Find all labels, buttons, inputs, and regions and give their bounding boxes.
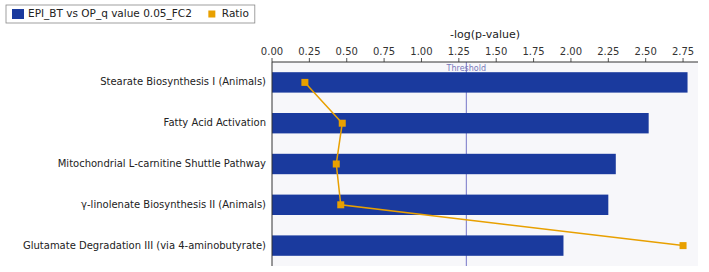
x-tick <box>384 58 385 62</box>
ratio-marker <box>680 242 687 249</box>
ratio-marker <box>333 161 340 168</box>
x-tick-label: 0.50 <box>336 46 358 57</box>
x-tick-label: 2.50 <box>635 46 657 57</box>
x-axis-line <box>272 62 698 63</box>
bar <box>272 195 608 215</box>
bar <box>272 154 616 174</box>
x-tick-label: 1.25 <box>448 46 470 57</box>
bar <box>272 235 563 255</box>
y-tick-label: Stearate Biosynthesis I (Animals) <box>100 76 266 87</box>
legend-swatch <box>12 9 24 19</box>
bar <box>272 113 649 133</box>
x-axis: 0.00 0.25 0.50 0.75 1.00 1.25 1.50 1.75 2.00 2.25… <box>261 28 694 62</box>
threshold-label: Threshold <box>446 64 486 73</box>
x-tick <box>570 58 571 62</box>
ratio-line <box>305 82 683 245</box>
plot-background <box>272 62 698 266</box>
y-tick-label: γ-linolenate Biosynthesis II (Animals) <box>81 199 266 210</box>
x-tick-label: 2.75 <box>672 46 694 57</box>
y-tick-label: Mitochondrial L-carnitine Shuttle Pathwa… <box>58 158 266 169</box>
x-tick-label: 0.75 <box>373 46 395 57</box>
legend-frame <box>6 5 255 23</box>
bar <box>272 72 688 92</box>
x-tick-label: 2.00 <box>560 46 582 57</box>
chart: 0.00 0.25 0.50 0.75 1.00 1.25 1.50 1.75 2.00 2.25… <box>0 0 709 272</box>
ratio-marker <box>339 120 346 127</box>
x-tick <box>608 58 609 62</box>
y-tick-label: Glutamate Degradation III (via 4-aminobu… <box>23 240 266 251</box>
x-tick-label: 0.00 <box>261 46 283 57</box>
x-tick-label: 1.50 <box>485 46 507 57</box>
legend-label: Ratio <box>222 7 249 19</box>
ratio-marker <box>337 201 344 208</box>
x-tick-label: 2.25 <box>597 46 619 57</box>
x-tick <box>533 58 534 62</box>
ratio-marker <box>301 79 308 86</box>
x-tick <box>309 58 310 62</box>
x-axis-label: -log(p-value) <box>450 28 520 41</box>
x-tick <box>421 58 422 62</box>
y-axis: Stearate Biosynthesis I (Animals) Fatty A… <box>23 76 266 250</box>
x-tick-label: 0.25 <box>298 46 320 57</box>
plot-area <box>272 62 688 266</box>
x-tick-label: 1.75 <box>522 46 544 57</box>
y-tick-label: Fatty Acid Activation <box>164 117 266 128</box>
x-tick <box>272 58 273 62</box>
legend-swatch <box>208 11 215 18</box>
x-tick-label: 1.00 <box>410 46 432 57</box>
y-axis-line <box>272 62 273 266</box>
x-tick <box>458 58 459 62</box>
x-tick <box>496 58 497 62</box>
x-tick <box>645 58 646 62</box>
legend-label: EPI_BT vs OP_q value 0.05_FC2 <box>28 7 192 20</box>
x-tick <box>683 58 684 62</box>
x-tick <box>346 58 347 62</box>
legend: EPI_BT vs OP_q value 0.05_FC2 Ratio <box>6 5 255 23</box>
